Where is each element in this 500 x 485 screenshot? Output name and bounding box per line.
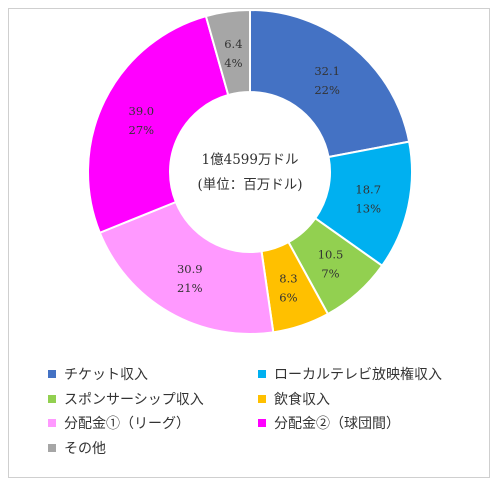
slice-percent-label: 6% xyxy=(279,291,297,305)
slice-percent-label: 7% xyxy=(321,266,339,280)
legend-item: ローカルテレビ放映権収入 xyxy=(258,364,442,384)
legend-item: チケット収入 xyxy=(48,364,148,384)
slice-percent-label: 22% xyxy=(314,83,340,97)
slice-value-label: 32.1 xyxy=(314,64,340,78)
slice-value-label: 30.9 xyxy=(177,262,203,276)
slice-value-label: 18.7 xyxy=(355,183,381,197)
legend-item: 分配金①（リーグ） xyxy=(48,413,190,433)
slice-value-label: 8.3 xyxy=(279,272,297,286)
slice-value-label: 6.4 xyxy=(224,37,242,51)
center-unit: (単位：百万ドル) xyxy=(197,177,303,193)
center-total: 1億4599万ドル xyxy=(201,152,299,168)
slice-percent-label: 13% xyxy=(355,202,381,216)
legend-swatch xyxy=(48,443,56,452)
legend-swatch xyxy=(258,394,266,403)
legend-label: スポンサーシップ収入 xyxy=(64,391,204,408)
slice-percent-label: 27% xyxy=(129,123,155,137)
slice-percent-label: 21% xyxy=(177,281,203,295)
legend-label: 飲食収入 xyxy=(274,391,330,408)
legend-swatch xyxy=(258,419,266,427)
legend-item: 分配金②（球団間） xyxy=(258,413,400,433)
legend-item: 飲食収入 xyxy=(258,389,330,409)
slice-7 xyxy=(204,8,251,97)
legend-label: チケット収入 xyxy=(64,367,148,383)
legend-swatch xyxy=(258,370,266,378)
slice-value-label: 10.5 xyxy=(318,247,344,261)
legend-swatch xyxy=(48,419,56,427)
legend-label: 分配金①（リーグ） xyxy=(64,416,190,432)
center-label: 1億4599万ドル (単位：百万ドル) xyxy=(140,148,360,198)
slice-value-label: 39.0 xyxy=(129,104,155,118)
slice-6 xyxy=(87,14,230,235)
slice-5 xyxy=(98,200,275,335)
slice-percent-label: 4% xyxy=(224,56,242,70)
slice-1 xyxy=(249,8,411,159)
legend-label: ローカルテレビ放映権収入 xyxy=(274,367,442,383)
legend-label: 分配金②（球団間） xyxy=(274,416,400,432)
legend-label: その他 xyxy=(64,440,106,457)
legend-item: その他 xyxy=(48,438,106,458)
legend-swatch xyxy=(48,370,56,378)
legend-item: スポンサーシップ収入 xyxy=(48,389,204,409)
legend-swatch xyxy=(48,394,56,403)
